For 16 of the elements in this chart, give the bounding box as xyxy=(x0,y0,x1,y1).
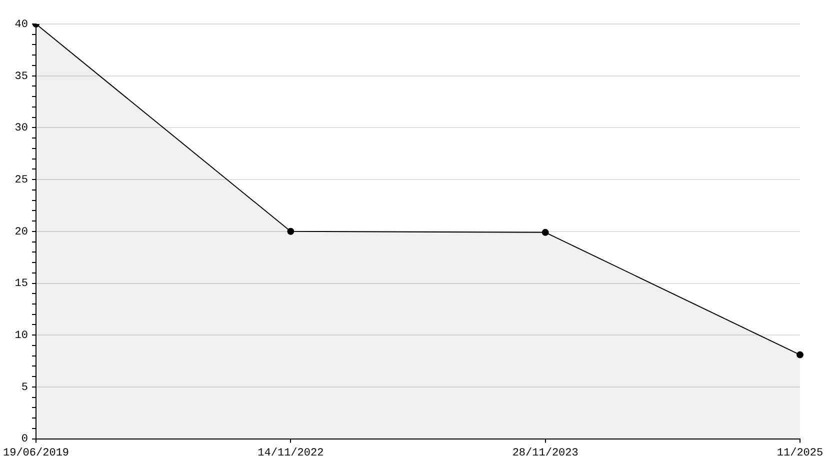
y-tick-label: 35 xyxy=(14,70,28,83)
y-tick-label: 30 xyxy=(14,122,28,135)
y-tick-label: 25 xyxy=(14,174,28,186)
y-tick-label: 10 xyxy=(14,330,28,342)
y-tick-label: 20 xyxy=(14,226,28,238)
y-tick-label: 5 xyxy=(21,382,28,394)
point xyxy=(796,351,804,358)
y-tick-label: 15 xyxy=(14,278,28,290)
x-tick-label: 11/2025 xyxy=(776,447,824,460)
x-tick-label: 14/11/2022 xyxy=(258,447,324,460)
point xyxy=(287,228,294,235)
y-tick-label: 40 xyxy=(14,18,28,31)
x-tick-label: 19/06/2019 xyxy=(3,447,70,460)
y-tick-label: 0 xyxy=(21,434,28,446)
point xyxy=(542,228,549,236)
x-tick-label: 28/11/2023 xyxy=(512,447,578,460)
